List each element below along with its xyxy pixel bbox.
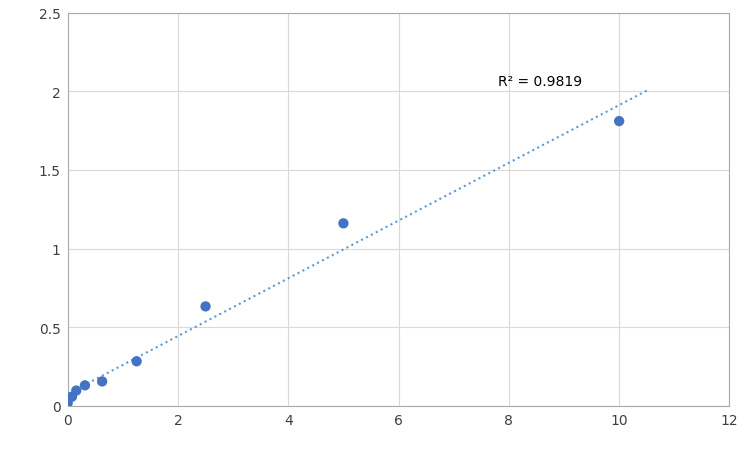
Point	[70, 387, 82, 394]
Point	[79, 382, 91, 389]
Point	[613, 118, 625, 125]
Point	[62, 400, 74, 407]
Point	[199, 303, 211, 310]
Point	[338, 220, 350, 227]
Text: R² = 0.9819: R² = 0.9819	[498, 75, 582, 89]
Point	[66, 393, 78, 400]
Point	[96, 378, 108, 385]
Point	[131, 358, 143, 365]
